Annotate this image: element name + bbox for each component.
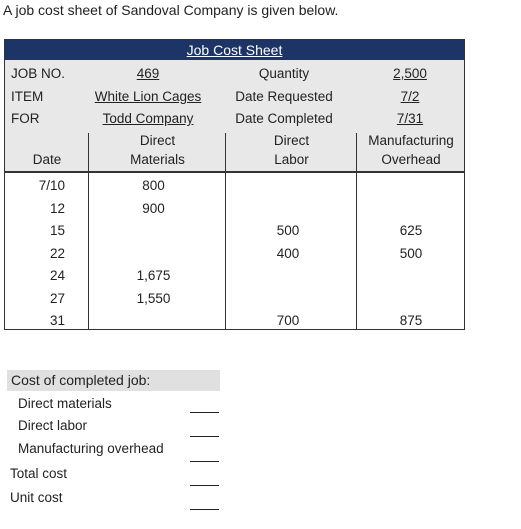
for-value: Todd Company (102, 111, 194, 126)
row-date-value: 24 (49, 268, 65, 283)
row-dm-value: 900 (142, 200, 165, 216)
row-mo-value: 875 (399, 313, 423, 328)
row-date-value: 27 (49, 290, 65, 306)
total-cost-answer-blank[interactable] (190, 472, 219, 486)
sheet-title: Job Cost Sheet (5, 40, 464, 60)
quantity-value: 2,500 (393, 66, 427, 81)
col-header-mo-2: Overhead (381, 152, 441, 167)
row-dm-value: 1,550 (136, 290, 171, 306)
date-requested-label: Date Requested (235, 89, 333, 104)
summary-manufacturing-overhead-label: Manufacturing overhead (18, 441, 164, 456)
row-mo-value: 500 (399, 245, 423, 261)
row-dl-value: 700 (276, 313, 300, 328)
row-dl-value: 500 (276, 223, 300, 238)
row-date-value: 22 (49, 245, 65, 261)
intro-text: A job cost sheet of Sandoval Company is … (3, 2, 339, 18)
summary-heading: Cost of completed job: (7, 370, 220, 391)
for-label: FOR (11, 111, 40, 126)
row-date-value: 12 (49, 200, 65, 216)
col-header-dl-2: Labor (274, 152, 309, 167)
summary-unit-cost-label: Unit cost (10, 490, 63, 505)
quantity-label: Quantity (258, 66, 310, 81)
col-divider (356, 133, 357, 330)
col-header-dl-1: Direct (273, 133, 310, 148)
job-no-label: JOB NO. (11, 66, 66, 81)
job-no-value: 469 (136, 66, 160, 81)
date-completed-value: 7/31 (396, 111, 424, 126)
sheet-header-band (5, 60, 464, 171)
summary-direct-materials-label: Direct materials (18, 396, 112, 411)
row-date-value: 15 (49, 223, 65, 238)
col-divider (225, 133, 226, 330)
direct-labor-answer-blank[interactable] (190, 423, 219, 437)
date-requested-value: 7/2 (400, 89, 420, 104)
summary-direct-labor-label: Direct labor (18, 418, 88, 433)
row-date-value: 31 (49, 313, 65, 328)
col-divider (88, 133, 89, 330)
col-header-dm-2: Materials (130, 152, 185, 167)
col-header-mo-1: Manufacturing (368, 133, 454, 148)
unit-cost-answer-blank[interactable] (190, 496, 219, 510)
col-header-date: Date (32, 152, 62, 167)
summary-total-cost-label: Total cost (10, 466, 68, 481)
job-cost-sheet: Job Cost Sheet JOB NO. 469 Quantity 2,50… (4, 39, 465, 330)
row-dm-value: 800 (142, 178, 165, 193)
header-divider (5, 171, 464, 173)
sheet-title-text: Job Cost Sheet (186, 42, 283, 58)
item-label: ITEM (11, 89, 44, 104)
col-header-dm-1: Direct (139, 133, 176, 148)
row-mo-value: 625 (399, 223, 423, 238)
date-completed-label: Date Completed (235, 111, 333, 126)
item-value: White Lion Cages (94, 89, 202, 104)
direct-materials-answer-blank[interactable] (190, 399, 219, 413)
row-dl-value: 400 (276, 245, 300, 261)
row-dm-value: 1,675 (136, 268, 171, 283)
manufacturing-overhead-answer-blank[interactable] (190, 448, 219, 462)
row-date-value: 7/10 (38, 178, 65, 193)
